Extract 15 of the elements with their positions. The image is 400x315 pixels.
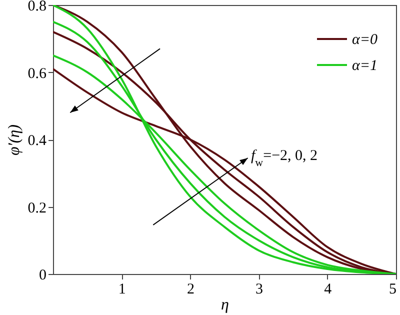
legend-label: α=0: [352, 32, 378, 48]
x-tick-label: 2: [186, 282, 194, 298]
y-tick-label: 0.2: [28, 200, 46, 216]
y-tick-label: 0.6: [28, 66, 47, 82]
y-tick-label: 0.4: [28, 133, 47, 149]
x-tick-label: 4: [324, 282, 332, 298]
y-tick-label: 0.8: [28, 0, 46, 14]
x-axis-title: η: [221, 296, 230, 314]
annotation: f$_{w}$=−2, 0, 2: [251, 148, 318, 169]
legend-label: α=1: [352, 58, 378, 74]
x-tick-label: 3: [256, 282, 264, 298]
y-axis-title: φ′(η): [6, 124, 23, 156]
x-tick-label: 5: [389, 282, 396, 298]
y-tick-label: 0: [39, 268, 46, 284]
x-tick-label: 1: [118, 282, 126, 298]
